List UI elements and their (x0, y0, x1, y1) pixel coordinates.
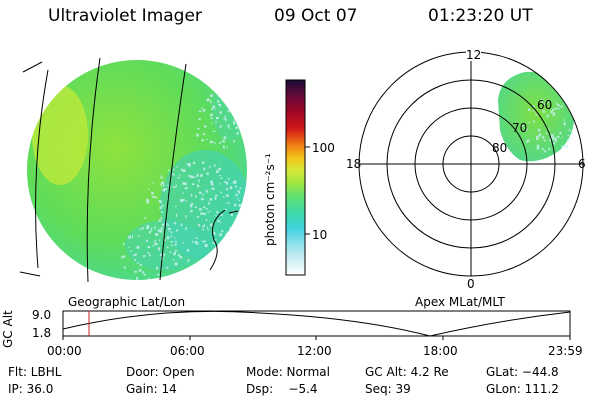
mlt-label-18: 18 (346, 157, 362, 171)
time-tick-1800: 18:00 (423, 344, 458, 358)
observation-date: 09 Oct 07 (274, 6, 358, 26)
mlt-label-6: 6 (578, 157, 586, 171)
instrument-title: Ultraviolet Imager (48, 6, 202, 26)
colorbar-tick-10: 10 (312, 228, 328, 242)
observation-time: 01:23:20 UT (428, 6, 533, 26)
mode-info: Mode: Normal (246, 365, 330, 379)
altitude-strip (62, 310, 571, 340)
time-tick-0000: 00:00 (47, 344, 82, 358)
polar-plot (358, 51, 584, 277)
altitude-axis-label: GC Alt (1, 310, 15, 348)
mlt-label-12: 12 (466, 48, 482, 62)
colorbar-unit-label: photon cm⁻²s⁻¹ (263, 153, 277, 246)
dsp-info: Dsp: −5.4 (246, 382, 318, 396)
mlat-label-60: 60 (537, 98, 553, 112)
time-tick-0600: 06:00 (170, 344, 205, 358)
time-tick-2359: 23:59 (548, 344, 583, 358)
glon-info: GLon: 111.2 (486, 382, 559, 396)
altitude-tick-high: 9.0 (32, 308, 52, 322)
gc-alt-info: GC Alt: 4.2 Re (365, 365, 449, 379)
mlat-label-80: 80 (492, 141, 508, 155)
glat-info: GLat: −44.8 (486, 365, 559, 379)
ip-info: IP: 36.0 (8, 382, 54, 396)
colorbar-tick-100: 100 (312, 141, 335, 155)
colorbar (285, 79, 310, 276)
right-panel-caption: Apex MLat/MLT (415, 295, 505, 309)
gain-info: Gain: 14 (126, 382, 177, 396)
mlat-label-70: 70 (512, 121, 528, 135)
geographic-image (19, 57, 247, 283)
mlt-label-0: 0 (467, 277, 475, 291)
time-tick-1200: 12:00 (297, 344, 332, 358)
left-panel-caption: Geographic Lat/Lon (68, 295, 186, 309)
seq-info: Seq: 39 (365, 382, 411, 396)
door-info: Door: Open (126, 365, 195, 379)
filter-info: Flt: LBHL (8, 365, 62, 379)
altitude-tick-low: 1.8 (32, 326, 52, 340)
